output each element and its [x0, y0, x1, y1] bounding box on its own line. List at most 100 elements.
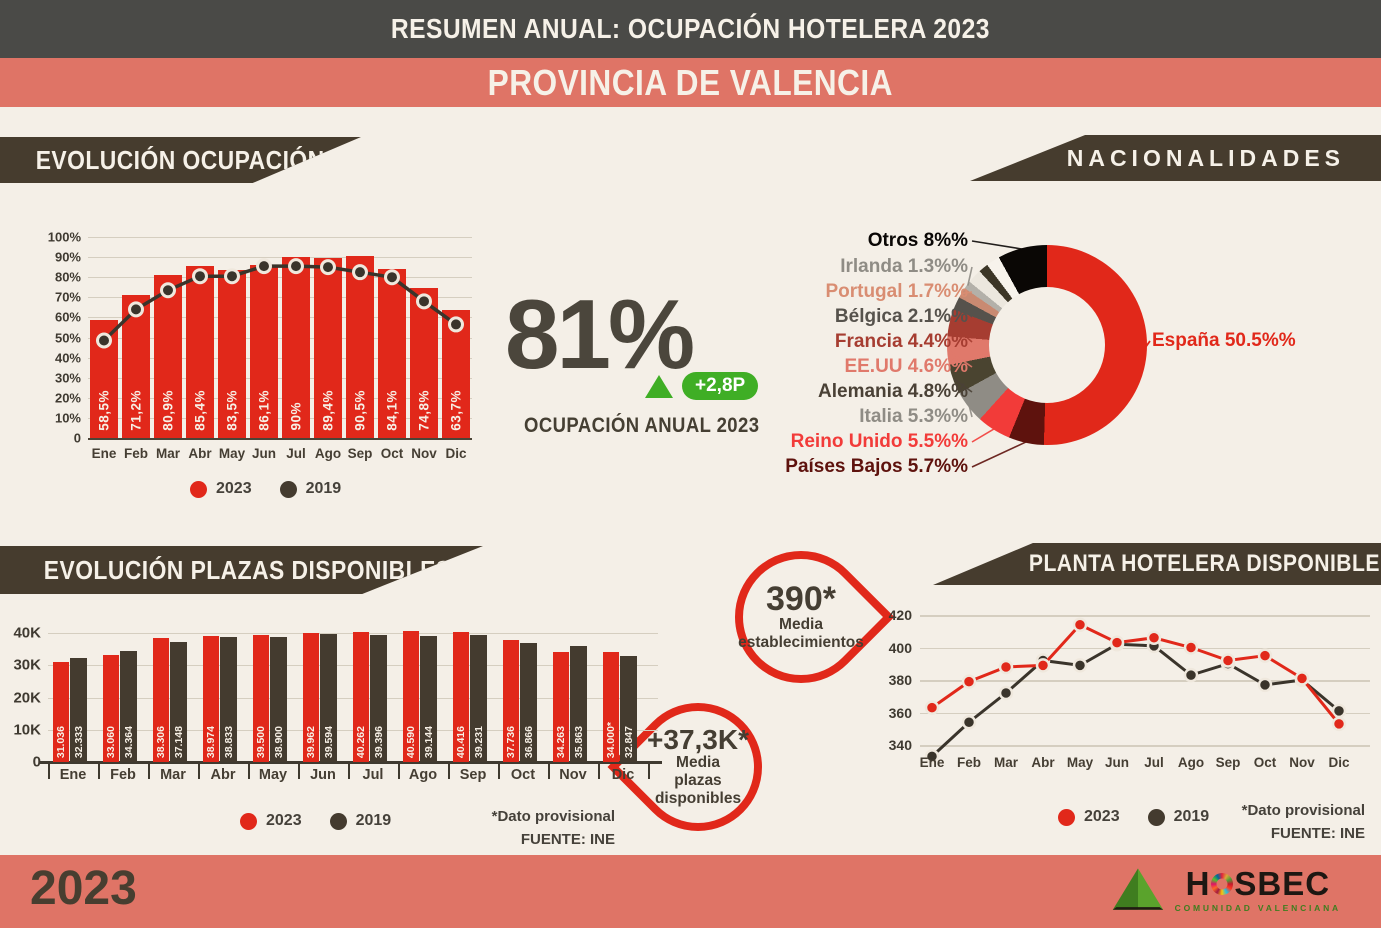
- bar-2023: 80,9%: [154, 275, 182, 438]
- x-axis-label: Abr: [210, 767, 236, 783]
- data-point-2019: [961, 715, 977, 730]
- bar-2023: 40.590: [403, 631, 419, 762]
- axis-tick: [548, 764, 550, 779]
- y-axis-label: 50%: [54, 330, 81, 345]
- leader-line: [971, 428, 995, 443]
- line-2019: [102, 264, 458, 342]
- nationalities-banner-label: NACIONALIDADES: [1066, 144, 1345, 171]
- bar-2023: 90%: [282, 257, 310, 438]
- bar-value-label: 34.000*: [605, 721, 617, 758]
- kpi-delta: +2,8P: [645, 372, 759, 400]
- bar-value-label: 32.333: [72, 725, 85, 758]
- beds-legend: 2023 2019: [240, 812, 391, 830]
- data-point-2023: [1257, 648, 1273, 663]
- data-point-2019: [1257, 677, 1273, 693]
- hotel-plant-legend: 2023 2019: [1058, 808, 1209, 826]
- kpi-caption: OCUPACIÓN ANUAL 2023: [524, 414, 760, 437]
- delta-badge: +2,8P: [682, 372, 759, 400]
- data-point-2023: [1109, 635, 1125, 650]
- legend-item-2023: 2023: [1058, 808, 1120, 826]
- beds-footnote: *Dato provisional FUENTE: INE: [492, 806, 615, 851]
- hotel-plant-footnote: *Dato provisional FUENTE: INE: [1242, 800, 1365, 845]
- data-point-2023: [1072, 617, 1088, 632]
- bar-value-label: 39.396: [372, 725, 385, 758]
- bar-2023: 89,4%: [314, 258, 342, 438]
- bar-2023: 84,1%: [378, 268, 406, 438]
- x-axis-label: Nov: [411, 446, 437, 461]
- hosbec-subtitle: COMUNIDAD VALENCIANA: [1174, 903, 1341, 913]
- bar-value-label: 38.900: [272, 725, 285, 758]
- gridline: [88, 417, 472, 419]
- y-axis-label: 10K: [13, 721, 41, 739]
- data-point-2023: [998, 659, 1014, 675]
- data-point-2023: [961, 674, 977, 689]
- nationality-label: Irlanda 1.3%%: [840, 256, 968, 277]
- data-point-2019: [320, 259, 336, 276]
- establishments-value: 390*: [766, 580, 836, 619]
- x-axis-label: Feb: [110, 767, 136, 783]
- bar-2019: 39.144: [420, 635, 437, 762]
- beds-footnote-line-2: FUENTE: INE: [520, 830, 615, 848]
- data-point-2019: [448, 316, 464, 333]
- axis-tick: [448, 764, 450, 779]
- main-title: RESUMEN ANUAL: OCUPACIÓN HOTELERA 2023: [390, 13, 991, 44]
- line-series-2019: [96, 258, 464, 349]
- legend-dot-2023: [240, 812, 257, 830]
- x-axis-label: Dic: [1328, 755, 1350, 770]
- hotel-plant-footnote-line-1: *Dato provisional: [1241, 802, 1365, 819]
- bar-2023: 38.974: [203, 636, 219, 762]
- legend-dot-2019: [1147, 808, 1165, 826]
- data-point-2023: [1035, 658, 1051, 673]
- y-axis-label: 10%: [54, 410, 81, 426]
- nationalities-donut-chart: [947, 245, 1147, 445]
- axis-tick: [148, 764, 150, 779]
- legend-label-2019: 2019: [355, 812, 392, 829]
- axis-tick: [648, 764, 650, 779]
- legend-item-2023: 2023: [240, 812, 302, 830]
- gridline: [88, 277, 472, 279]
- data-point-2019: [160, 282, 176, 299]
- gridline: [88, 317, 472, 319]
- bar-2019: 38.833: [220, 636, 237, 762]
- bar-value-label: 39.144: [422, 725, 435, 758]
- data-point-2019: [1072, 658, 1088, 673]
- gridline: [88, 297, 472, 299]
- bar-value-label: 34.263: [555, 725, 567, 758]
- bar-2019: 39.231: [470, 635, 487, 762]
- y-axis-label: 20%: [54, 390, 81, 406]
- beds-line-3: disponibles: [654, 789, 742, 807]
- line-chart: [924, 617, 1347, 764]
- bar-2023: 40.262: [353, 632, 369, 762]
- donut-hole: [989, 287, 1105, 403]
- bar-value-label: 40.590: [405, 725, 417, 758]
- legend-label-2023: 2023: [266, 812, 302, 829]
- bar-value-label: 39.500: [255, 725, 267, 758]
- establishments-line-1: Media: [779, 616, 823, 634]
- establishments-badge-content: 390* Media establecimientos: [738, 559, 864, 675]
- leader-line: [971, 441, 1027, 468]
- y-axis-label: 100%: [47, 229, 81, 245]
- hotel-plant-chart: 420 400 380 360 340 Ene Feb Mar Abr May Jun Jul Ago S…: [889, 607, 1370, 770]
- nationality-label: EE.UU 4.6%%: [844, 356, 968, 377]
- x-axis-label: Ene: [919, 755, 945, 770]
- axis-tick: [98, 764, 100, 779]
- x-axis-label: Oct: [1253, 755, 1277, 770]
- x-axis-label: Jun: [1104, 755, 1129, 770]
- bar-2023: 31.036: [53, 661, 69, 762]
- beds-line-1: Media: [676, 754, 720, 772]
- y-axis-label: 340: [888, 737, 912, 753]
- legend-item-2019: 2019: [1147, 808, 1210, 826]
- bar-value-label: 32.847: [622, 725, 635, 758]
- x-axis-label: Ene: [59, 767, 87, 783]
- bar-2023: 40.416: [453, 631, 469, 762]
- x-axis-label: May: [218, 446, 246, 461]
- y-axis-label: 420: [888, 607, 912, 623]
- bar-value-label: 34.364: [122, 725, 135, 758]
- bar-2023: 85,4%: [186, 266, 214, 438]
- legend-label-2019: 2019: [1173, 808, 1210, 825]
- x-axis-label: Jun: [310, 767, 336, 783]
- x-axis-label: Ene: [91, 446, 117, 461]
- y-axis-label: 400: [888, 639, 912, 656]
- line-2019: [930, 642, 1340, 758]
- data-point-2019: [416, 293, 432, 310]
